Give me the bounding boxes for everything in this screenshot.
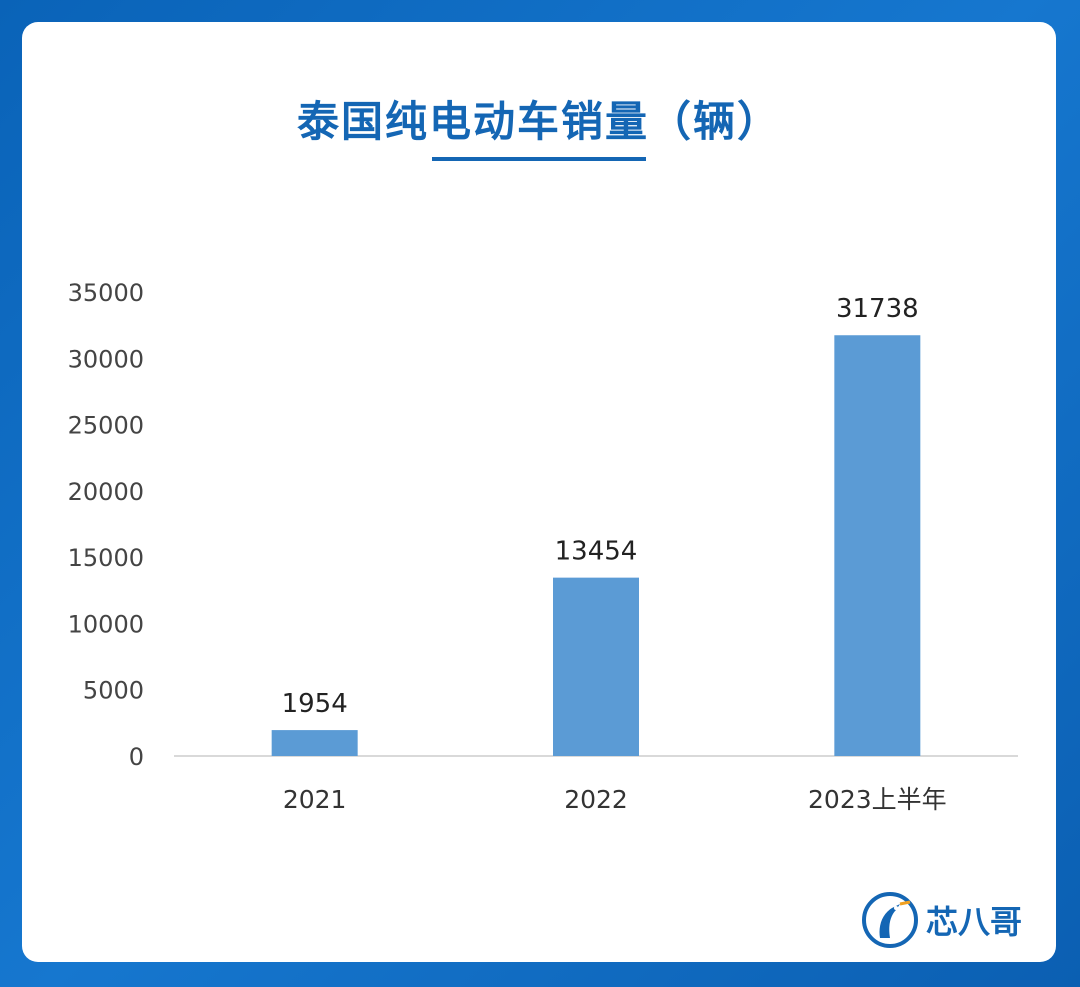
- bar-value-label: 31738: [836, 294, 919, 324]
- bar: [271, 730, 358, 756]
- heron-logo-icon: [862, 892, 918, 948]
- y-tick-label: 10000: [68, 610, 144, 638]
- bar: [834, 335, 921, 756]
- title-underline: [432, 157, 646, 161]
- bars: 1954 13454 31738: [271, 294, 921, 756]
- chart-title: 泰国纯电动车销量（辆）: [296, 97, 781, 146]
- bar-value-label: 1954: [282, 689, 348, 719]
- x-tick-label: 2021: [283, 785, 347, 814]
- y-tick-label: 5000: [83, 677, 144, 705]
- y-axis: 0 5000 10000 15000 20000 25000 30000 35000: [68, 279, 144, 771]
- brand-logo: 芯八哥: [860, 888, 1022, 952]
- y-tick-label: 0: [129, 743, 144, 771]
- brand-name: 芯八哥: [926, 903, 1023, 941]
- chart-card: 泰国纯电动车销量（辆） 0 5000 10000 15000 20000 25000 300…: [22, 22, 1056, 962]
- y-tick-label: 35000: [68, 279, 144, 307]
- y-tick-label: 25000: [68, 412, 144, 440]
- x-axis: 2021 2022 2023上半年: [283, 785, 947, 814]
- bar: [553, 577, 639, 756]
- y-tick-label: 20000: [68, 478, 144, 506]
- bar-value-label: 13454: [555, 537, 638, 567]
- y-tick-label: 30000: [68, 345, 144, 373]
- y-tick-label: 15000: [68, 544, 144, 572]
- x-tick-label: 2022: [564, 785, 628, 814]
- bar-chart: 0 5000 10000 15000 20000 25000 30000 35000 1954…: [68, 279, 1018, 814]
- x-tick-label: 2023上半年: [808, 785, 947, 814]
